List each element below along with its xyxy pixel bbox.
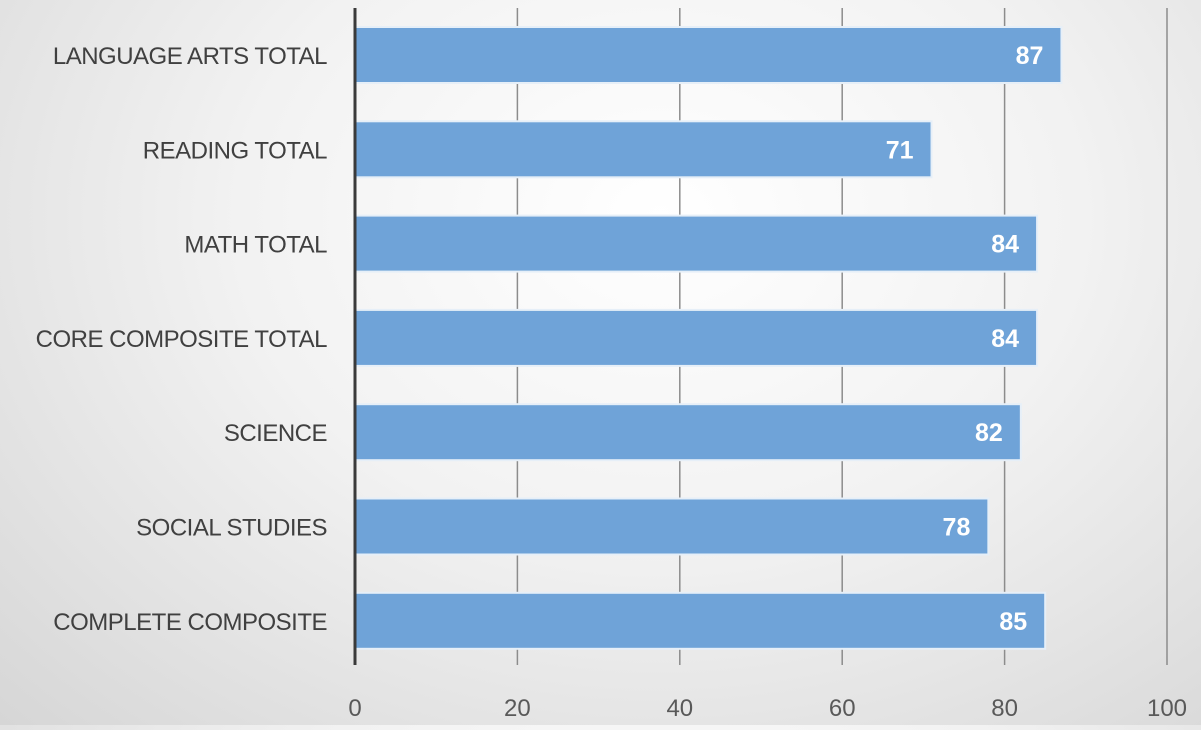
bar — [354, 403, 1022, 462]
category-label: MATH TOTAL — [184, 232, 327, 259]
data-label: 78 — [943, 514, 971, 542]
category-labels: LANGUAGE ARTS TOTAL READING TOTAL MATH TOT… — [36, 43, 328, 636]
x-tick-label: 80 — [991, 695, 1018, 722]
category-label: COMPLETE COMPOSITE — [53, 609, 327, 636]
bar — [354, 497, 990, 556]
bar — [354, 308, 1039, 367]
x-tick-label: 60 — [829, 695, 856, 722]
data-label: 84 — [991, 325, 1019, 353]
x-tick-label: 20 — [504, 695, 531, 722]
category-label: SOCIAL STUDIES — [136, 515, 327, 542]
bar — [354, 591, 1047, 650]
category-label: CORE COMPOSITE TOTAL — [36, 326, 328, 353]
bar — [354, 26, 1063, 84]
category-label: LANGUAGE ARTS TOTAL — [53, 43, 327, 70]
data-label: 87 — [1016, 42, 1044, 70]
bar — [354, 214, 1039, 273]
bars — [354, 26, 1063, 650]
data-label: 82 — [975, 419, 1003, 447]
category-label: SCIENCE — [224, 420, 327, 447]
data-labels: 87 71 84 84 82 78 85 — [886, 42, 1044, 636]
value-axis-ticks: 0 20 40 60 80 100 — [348, 695, 1187, 722]
category-label: READING TOTAL — [143, 137, 327, 164]
bar — [354, 120, 933, 179]
data-label: 71 — [886, 136, 914, 164]
x-tick-label: 0 — [348, 695, 361, 722]
data-label: 84 — [991, 231, 1019, 259]
x-tick-label: 100 — [1147, 695, 1187, 722]
data-label: 85 — [999, 608, 1027, 636]
x-tick-label: 40 — [666, 695, 693, 722]
